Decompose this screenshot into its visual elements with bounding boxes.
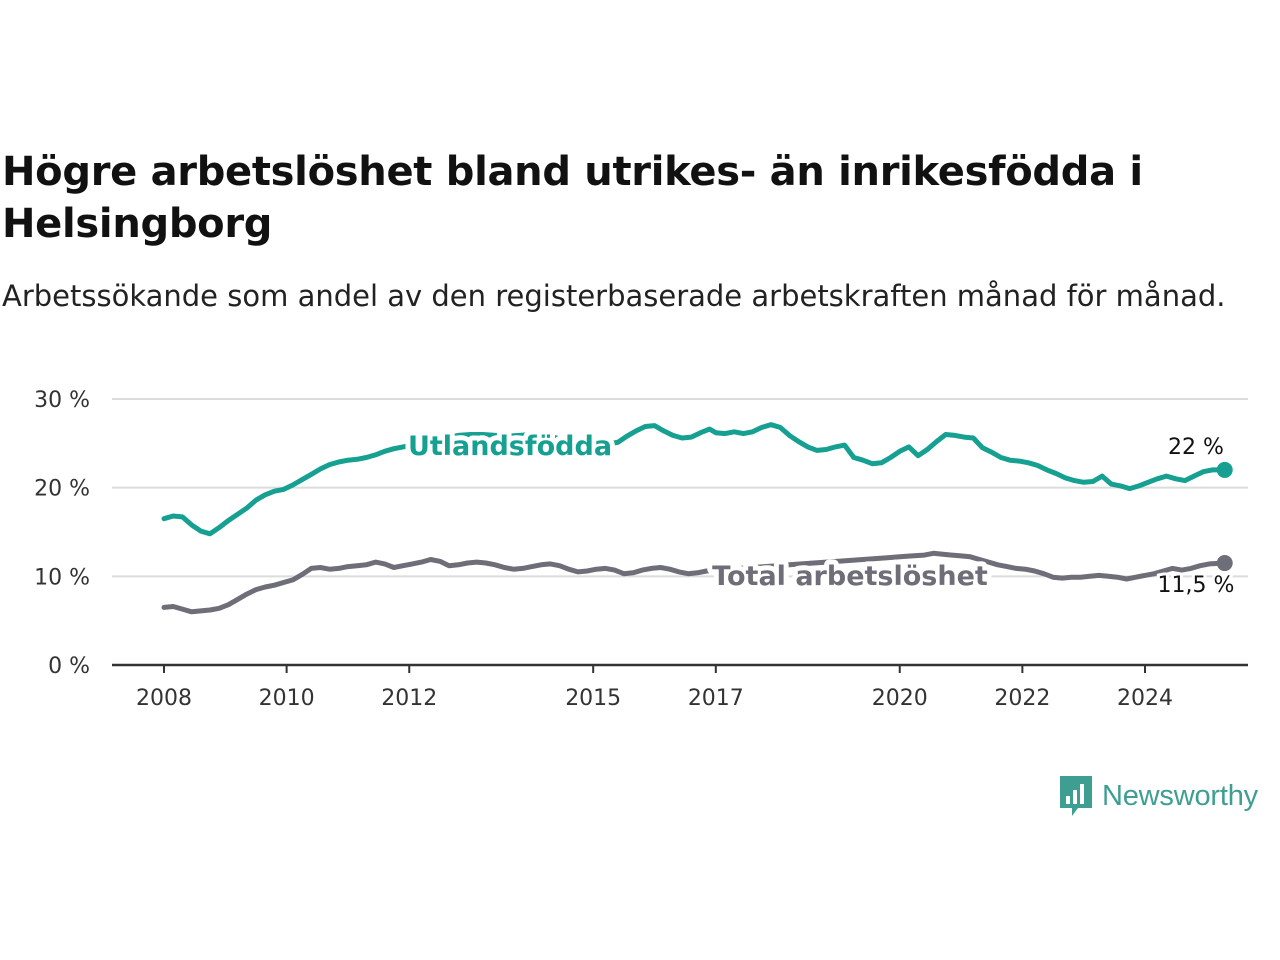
y-tick-label: 20 % (34, 477, 90, 502)
y-axis-ticks: 0 % 10 % 20 % 30 % (34, 388, 90, 679)
series-label-utlandsfodda: Utlandsfödda (408, 431, 612, 462)
series-line-total (161, 550, 1228, 615)
x-tick-label: 2024 (1117, 686, 1173, 711)
series-lines (161, 422, 1233, 615)
series-line-utlandsfodda (161, 422, 1228, 537)
x-tick-label: 2022 (994, 686, 1050, 711)
newsworthy-logo[interactable]: Newsworthy (1058, 774, 1258, 818)
bar-chart-speech-bubble-icon (1060, 776, 1092, 816)
series-labels: Utlandsfödda Total arbetslöshet 22 % 11,5 % (403, 426, 1238, 601)
x-tick-label: 2015 (565, 686, 621, 711)
y-tick-label: 30 % (34, 388, 90, 413)
end-marker-utlandsfodda (1216, 461, 1233, 478)
y-tick-label: 0 % (48, 654, 90, 679)
x-axis: 2008 2010 2012 2015 2017 2020 2022 2024 (112, 663, 1248, 711)
chart-subtitle: Arbetssökande som andel av den registerb… (2, 279, 1226, 313)
logo-text: Newsworthy (1102, 779, 1258, 812)
end-value-label-total: 11,5 % (1158, 573, 1235, 598)
x-tick-label: 2017 (688, 686, 744, 711)
y-tick-label: 10 % (34, 565, 90, 590)
series-label-total: Total arbetslöshet (712, 561, 988, 592)
x-tick-label: 2008 (136, 686, 192, 711)
end-value-label-utlandsfodda: 22 % (1168, 435, 1224, 460)
x-tick-label: 2012 (381, 686, 437, 711)
end-marker-total (1216, 555, 1233, 572)
x-tick-label: 2010 (259, 686, 315, 711)
x-tick-label: 2020 (872, 686, 928, 711)
chart-title: Högre arbetslöshet bland utrikes- än inr… (2, 149, 1143, 247)
